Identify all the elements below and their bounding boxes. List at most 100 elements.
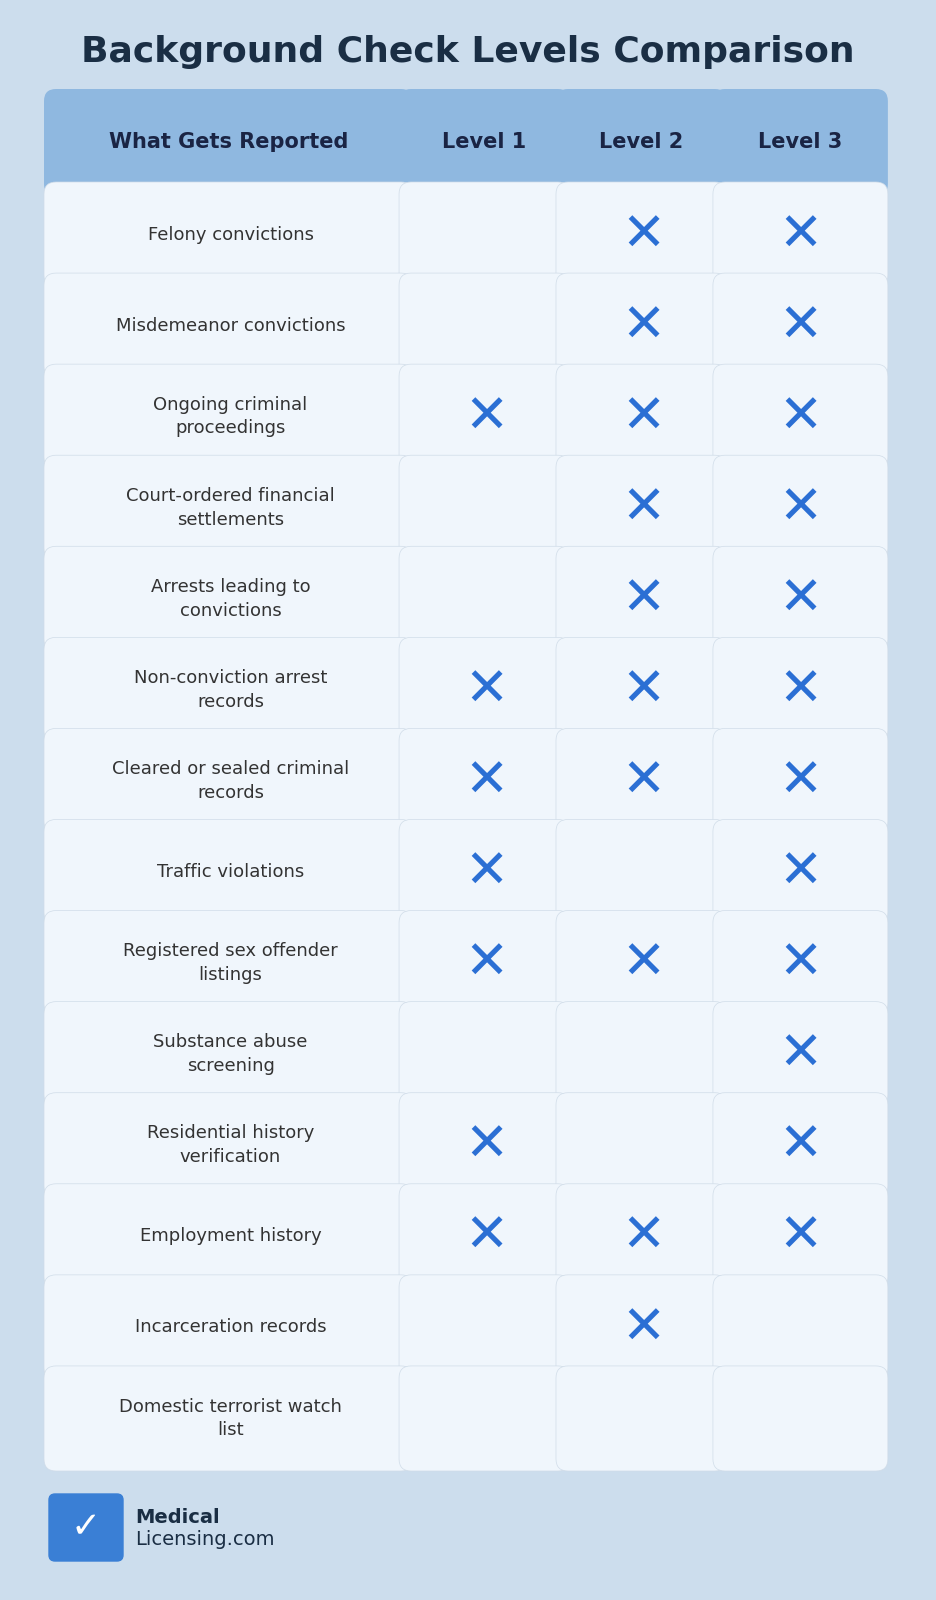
FancyBboxPatch shape — [44, 819, 413, 925]
Text: ✕: ✕ — [622, 482, 665, 534]
FancyBboxPatch shape — [556, 182, 727, 286]
FancyBboxPatch shape — [713, 1366, 888, 1470]
FancyBboxPatch shape — [556, 90, 727, 195]
Text: ✕: ✕ — [778, 573, 823, 626]
Text: ✕: ✕ — [622, 208, 665, 261]
FancyBboxPatch shape — [713, 819, 888, 925]
Text: ✕: ✕ — [622, 390, 665, 443]
Text: Incarceration records: Incarceration records — [135, 1318, 327, 1336]
Text: ✕: ✕ — [778, 299, 823, 352]
FancyBboxPatch shape — [44, 1093, 413, 1198]
FancyBboxPatch shape — [556, 365, 727, 469]
Text: Court-ordered financial
settlements: Court-ordered financial settlements — [126, 486, 335, 528]
Text: ✕: ✕ — [778, 755, 823, 806]
Text: Misdemeanor convictions: Misdemeanor convictions — [116, 317, 345, 334]
Text: ✕: ✕ — [622, 1210, 665, 1262]
FancyBboxPatch shape — [556, 1275, 727, 1379]
FancyBboxPatch shape — [556, 1366, 727, 1470]
Text: ✕: ✕ — [622, 573, 665, 626]
Text: ✕: ✕ — [464, 390, 508, 443]
FancyBboxPatch shape — [399, 456, 570, 560]
Text: Licensing.com: Licensing.com — [135, 1530, 274, 1549]
Text: ✕: ✕ — [464, 664, 508, 715]
FancyBboxPatch shape — [713, 365, 888, 469]
Text: ✕: ✕ — [622, 938, 665, 989]
FancyBboxPatch shape — [44, 90, 413, 195]
Text: Level 3: Level 3 — [758, 133, 842, 152]
FancyBboxPatch shape — [713, 1002, 888, 1107]
Text: ✕: ✕ — [778, 938, 823, 989]
FancyBboxPatch shape — [399, 637, 570, 742]
FancyBboxPatch shape — [713, 728, 888, 834]
Text: ✕: ✕ — [622, 299, 665, 352]
Text: Employment history: Employment history — [139, 1227, 321, 1245]
FancyBboxPatch shape — [556, 546, 727, 651]
FancyBboxPatch shape — [713, 90, 888, 195]
FancyBboxPatch shape — [44, 1366, 413, 1470]
FancyBboxPatch shape — [556, 819, 727, 925]
Text: Medical: Medical — [135, 1509, 220, 1526]
Text: ✕: ✕ — [778, 1120, 823, 1171]
FancyBboxPatch shape — [399, 1002, 570, 1107]
Text: Felony convictions: Felony convictions — [148, 226, 314, 243]
FancyBboxPatch shape — [713, 546, 888, 651]
Text: ✕: ✕ — [778, 846, 823, 898]
FancyBboxPatch shape — [399, 910, 570, 1016]
FancyBboxPatch shape — [556, 637, 727, 742]
FancyBboxPatch shape — [556, 910, 727, 1016]
FancyBboxPatch shape — [713, 1093, 888, 1198]
Text: Level 2: Level 2 — [599, 133, 683, 152]
FancyBboxPatch shape — [49, 1494, 123, 1562]
FancyBboxPatch shape — [399, 182, 570, 286]
FancyBboxPatch shape — [713, 456, 888, 560]
Text: ✕: ✕ — [622, 1301, 665, 1354]
FancyBboxPatch shape — [713, 182, 888, 286]
FancyBboxPatch shape — [44, 182, 413, 286]
Text: Arrests leading to
convictions: Arrests leading to convictions — [151, 578, 311, 619]
FancyBboxPatch shape — [556, 274, 727, 378]
FancyBboxPatch shape — [713, 1275, 888, 1379]
Text: Non-conviction arrest
records: Non-conviction arrest records — [134, 669, 328, 710]
Text: ✕: ✕ — [622, 755, 665, 806]
Text: Substance abuse
screening: Substance abuse screening — [154, 1034, 308, 1075]
FancyBboxPatch shape — [713, 910, 888, 1016]
Text: ✕: ✕ — [778, 390, 823, 443]
Text: ✕: ✕ — [464, 1210, 508, 1262]
FancyBboxPatch shape — [556, 728, 727, 834]
Text: Ongoing criminal
proceedings: Ongoing criminal proceedings — [154, 395, 308, 437]
FancyBboxPatch shape — [44, 1184, 413, 1290]
FancyBboxPatch shape — [399, 365, 570, 469]
Text: What Gets Reported: What Gets Reported — [109, 133, 348, 152]
FancyBboxPatch shape — [399, 546, 570, 651]
Text: ✕: ✕ — [464, 938, 508, 989]
Text: ✕: ✕ — [778, 208, 823, 261]
FancyBboxPatch shape — [399, 1093, 570, 1198]
Text: ✕: ✕ — [622, 664, 665, 715]
FancyBboxPatch shape — [556, 1184, 727, 1290]
Text: Registered sex offender
listings: Registered sex offender listings — [124, 942, 338, 984]
Text: Background Check Levels Comparison: Background Check Levels Comparison — [81, 35, 855, 69]
Text: ✓: ✓ — [71, 1510, 101, 1544]
FancyBboxPatch shape — [399, 728, 570, 834]
FancyBboxPatch shape — [399, 274, 570, 378]
Text: Level 1: Level 1 — [443, 133, 527, 152]
FancyBboxPatch shape — [44, 274, 413, 378]
Text: ✕: ✕ — [778, 1029, 823, 1080]
FancyBboxPatch shape — [399, 1184, 570, 1290]
FancyBboxPatch shape — [44, 1002, 413, 1107]
Text: ✕: ✕ — [464, 1120, 508, 1171]
FancyBboxPatch shape — [556, 1093, 727, 1198]
FancyBboxPatch shape — [44, 728, 413, 834]
FancyBboxPatch shape — [44, 546, 413, 651]
Text: ✕: ✕ — [778, 664, 823, 715]
FancyBboxPatch shape — [713, 1184, 888, 1290]
FancyBboxPatch shape — [44, 456, 413, 560]
Text: ✕: ✕ — [464, 755, 508, 806]
Text: Traffic violations: Traffic violations — [157, 862, 304, 882]
Text: Cleared or sealed criminal
records: Cleared or sealed criminal records — [112, 760, 349, 802]
Text: ✕: ✕ — [778, 1210, 823, 1262]
FancyBboxPatch shape — [44, 637, 413, 742]
FancyBboxPatch shape — [44, 1275, 413, 1379]
FancyBboxPatch shape — [44, 910, 413, 1016]
FancyBboxPatch shape — [713, 274, 888, 378]
